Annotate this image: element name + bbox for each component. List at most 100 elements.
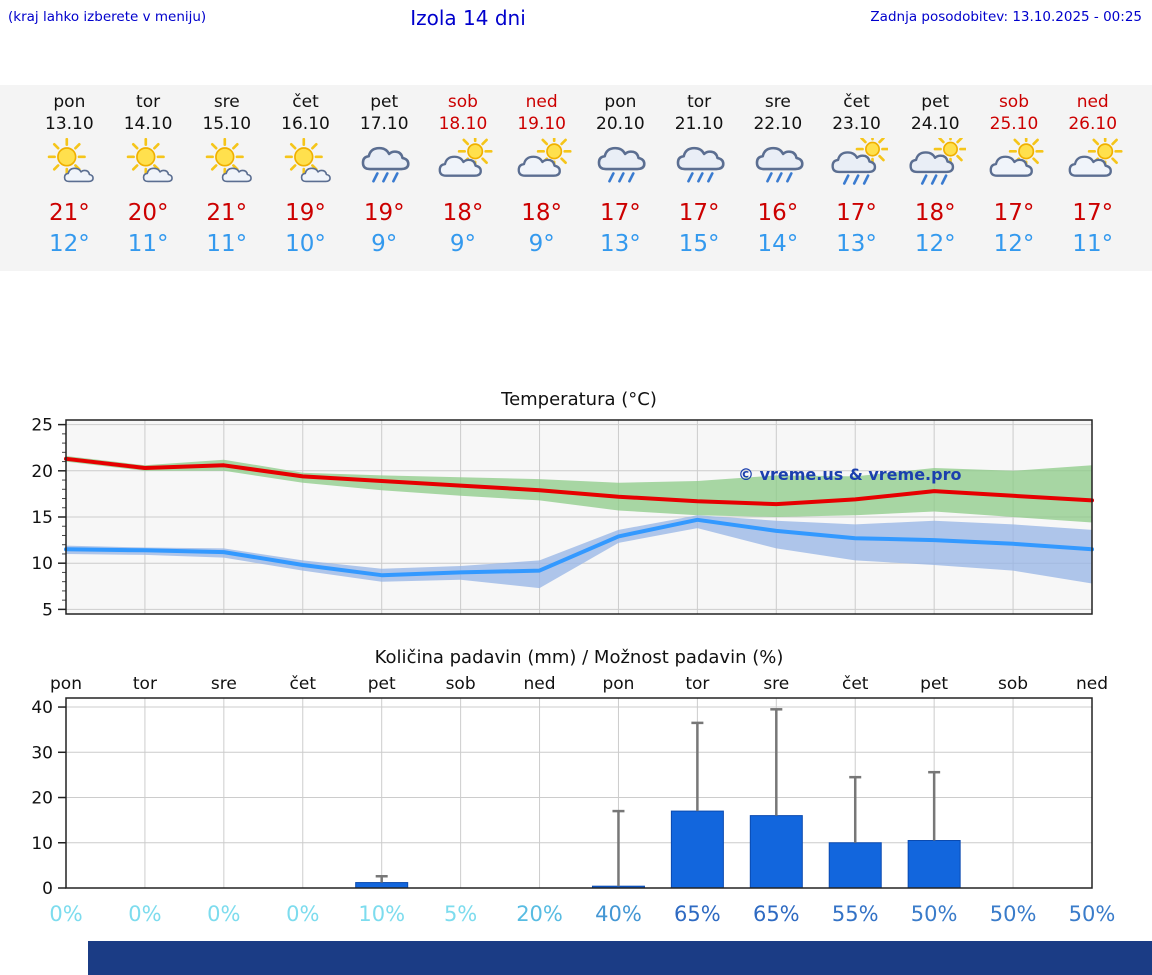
day-date: 24.10 [910,114,960,134]
day-name: sre [213,92,240,112]
precip-probability: 0% [49,902,83,926]
day-low-temp: 10° [285,231,326,257]
forecast-day-column: pon 13.10 21° 12° [30,91,109,271]
forecast-day-column: pet 17.10 19° 9° [345,91,424,271]
day-high-temp: 17° [836,200,877,226]
precip-probability: 0% [128,902,162,926]
forecast-day-column: ned 19.10 18° 9° [502,91,581,271]
partly-cloudy-icon [975,133,1054,192]
day-low-temp: 11° [1072,231,1114,257]
sun-rain-icon [896,132,975,192]
precip-probability: 50% [1068,902,1116,926]
precip-day-label: pet [367,674,396,694]
day-date: 20.10 [596,114,645,134]
day-high-temp: 17° [993,200,1035,226]
precip-probability: 0% [207,902,241,926]
day-high-temp: 21° [48,200,90,226]
y-axis-tick-label: 10 [31,554,53,574]
day-low-temp: 14° [757,231,799,257]
day-name: sob [447,92,478,112]
y-axis-tick-label: 0 [42,879,53,899]
day-date: 21.10 [674,114,724,134]
day-high-temp: 17° [600,200,641,226]
precip-day-label: pon [50,674,82,694]
precip-day-label: ned [523,674,556,694]
precip-day-label: pon [602,674,635,694]
day-high-temp: 18° [914,200,956,226]
partly-cloudy-icon [1053,133,1132,192]
watermark-text: © vreme.us & vreme.pro [738,465,961,484]
forecast-day-column: tor 14.10 20° 11° [109,91,188,271]
day-name: sob [998,92,1030,112]
day-high-temp: 17° [678,200,720,226]
precip-probability: 0% [286,902,320,926]
day-name: pet [370,92,399,112]
mostly-sunny-icon [30,137,109,192]
day-high-temp: 19° [363,200,405,226]
min-temp-line [64,517,1094,578]
precip-probability: 50% [989,902,1037,926]
precip-day-label: ned [1075,674,1109,694]
forecast-day-column: ned 26.10 17° 11° [1053,91,1132,271]
day-high-temp: 21° [206,200,248,226]
day-name: ned [525,92,558,112]
precip-day-label: sre [763,674,790,694]
precip-probability-row: 0% 0% 0% 0% 10% 5% 20% 40% 65% 65% 55% 50% 50% 50% [0,902,1152,930]
day-date: 25.10 [989,114,1039,134]
forecast-day-column: tor 21.10 17° 15° [660,91,739,271]
day-date: 14.10 [123,114,173,134]
day-name: pon [604,92,637,112]
temperature-chart: 5 10 15 20 25 © vreme.us & vreme.pro [31,416,1094,620]
day-high-temp: 16° [757,200,799,226]
precip-probability: 10% [358,902,406,926]
partly-cloudy-icon [502,133,581,192]
day-low-temp: 11° [206,231,248,257]
precip-bar [828,842,882,889]
y-axis-tick-label: 40 [31,698,53,718]
precip-probability: 50% [910,902,958,926]
day-low-temp: 15° [678,231,720,257]
y-axis-tick-label: 20 [31,462,53,482]
mostly-sunny-icon [266,137,345,192]
precip-probability: 40% [595,902,642,926]
max-temp-range-band [66,456,1092,523]
precipitation-chart-title: Količina padavin (mm) / Možnost padavin … [374,647,784,668]
precip-day-label: sre [210,674,237,694]
precip-probability: 55% [831,902,879,926]
y-axis-tick-label: 25 [31,416,53,436]
precip-probability: 5% [443,902,478,926]
sun-rain-icon [817,132,896,192]
day-low-temp: 12° [48,231,90,257]
y-axis-tick-label: 10 [31,834,53,854]
precip-day-label: sob [445,674,476,694]
last-updated-text: Zadnja posodobitev: 13.10.2025 - 00:25 [870,9,1142,25]
rain-icon [738,138,817,192]
day-low-temp: 12° [993,231,1035,257]
day-date: 15.10 [202,114,252,134]
day-date: 26.10 [1068,114,1118,134]
day-high-temp: 17° [1072,200,1114,226]
day-name: ned [1076,92,1109,112]
precip-probability: 65% [674,902,721,926]
day-high-temp: 20° [127,200,169,226]
precip-day-label: čet [289,674,317,694]
forecast-strip: pon 13.10 21° 12° tor 14.10 20° 11° sre 15.10 21° 1… [0,85,1152,271]
day-low-temp: 13° [600,231,641,257]
forecast-day-column: pon 20.10 17° 13° [581,91,660,271]
day-name: tor [136,92,161,112]
rain-icon [581,138,660,192]
day-name: tor [687,92,712,112]
precip-day-label: tor [685,674,710,694]
footer-bar [88,941,1152,975]
mostly-sunny-icon [187,137,266,192]
forecast-day-column: sre 15.10 21° 11° [187,91,266,271]
menu-hint-text: (kraj lahko izberete v meniju) [8,9,207,25]
day-name: pet [921,92,950,112]
precip-probability: 65% [752,902,800,926]
day-high-temp: 18° [442,200,484,226]
precip-bar [907,840,961,889]
rain-icon [660,138,739,192]
forecast-day-column: čet 16.10 19° 10° [266,91,345,271]
day-high-temp: 18° [521,200,563,226]
forecast-day-column: sob 25.10 17° 12° [975,91,1054,271]
